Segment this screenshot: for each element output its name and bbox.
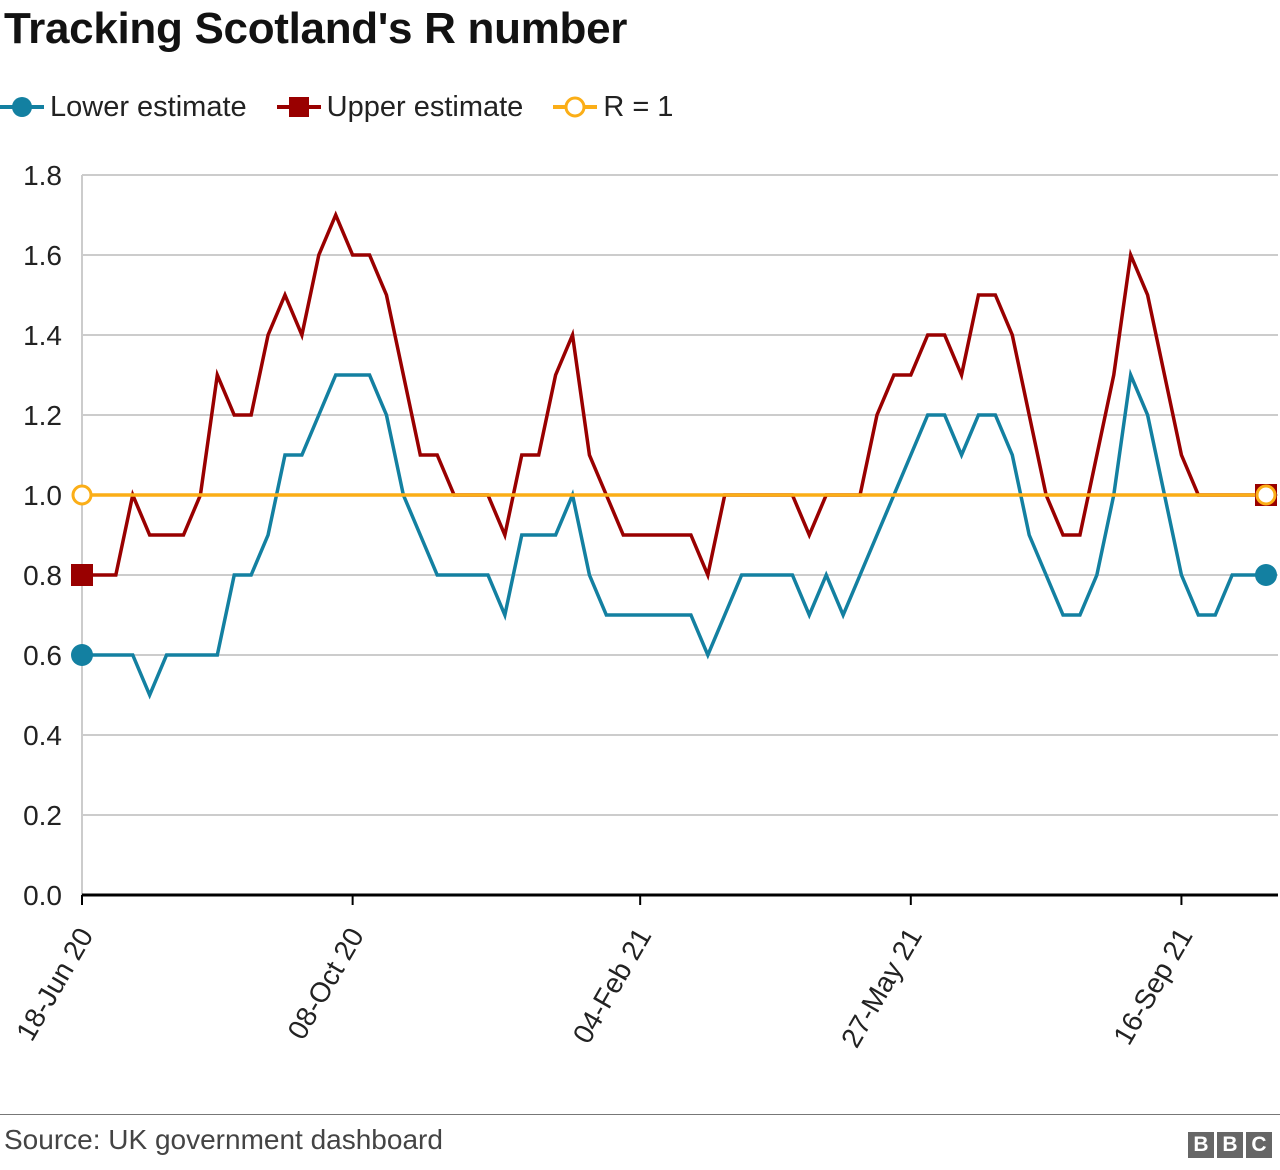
bbc-logo-letter: B — [1188, 1132, 1214, 1158]
bbc-logo: B B C — [1188, 1132, 1275, 1158]
bbc-logo-letter: C — [1246, 1132, 1272, 1158]
lower-estimate-marker — [1255, 564, 1277, 586]
legend-label-lower: Lower estimate — [50, 90, 247, 123]
y-tick-label: 0.6 — [23, 640, 62, 671]
source-note: Source: UK government dashboard — [4, 1124, 443, 1155]
footer-divider — [0, 1114, 1280, 1115]
legend-label-r-equals-one: R = 1 — [603, 90, 674, 123]
legend-swatch-r-equals-one — [553, 96, 598, 118]
line-chart: 0.0 0.2 0.4 0.6 0.8 1.0 1.2 1.4 1.6 1.8 18-Jun 20 0… — [10, 160, 1278, 1053]
x-tick-label: 16-Sep 21 — [1107, 923, 1198, 1050]
lower-estimate-marker — [71, 644, 93, 666]
x-tick-label: 08-Oct 20 — [282, 923, 370, 1045]
series-line-lower — [82, 368, 1266, 700]
y-tick-label: 1.2 — [23, 400, 62, 431]
y-tick-label: 0.0 — [23, 880, 62, 911]
y-tick-label: 0.4 — [23, 720, 62, 751]
y-tick-label: 1.0 — [23, 480, 62, 511]
x-tick-label: 27-May 21 — [835, 923, 928, 1053]
legend-label-upper: Upper estimate — [326, 90, 524, 123]
legend-swatch-lower — [0, 97, 44, 117]
y-tick-label: 1.4 — [23, 320, 62, 351]
legend-item-r-equals-one: R = 1 — [553, 91, 673, 124]
legend-item-lower: Lower estimate — [0, 91, 247, 124]
legend-swatch-upper — [276, 97, 321, 117]
x-tick-label: 04-Feb 21 — [567, 923, 658, 1049]
r-equals-one-marker — [1255, 484, 1277, 506]
x-tick-label: 18-Jun 20 — [10, 923, 99, 1046]
legend-item-upper: Upper estimate — [276, 90, 524, 124]
chart-legend: Lower estimate Upper estimate R = 1 — [0, 84, 703, 130]
r-equals-one-marker — [71, 484, 93, 506]
series-line-upper — [82, 210, 1266, 581]
y-tick-label: 1.6 — [23, 240, 62, 271]
bbc-logo-letter: B — [1217, 1132, 1243, 1158]
y-tick-label: 1.8 — [23, 160, 62, 191]
upper-estimate-marker — [71, 564, 93, 586]
y-tick-label: 0.2 — [23, 800, 62, 831]
y-tick-label: 0.8 — [23, 560, 62, 591]
chart-title: Tracking Scotland's R number — [4, 4, 628, 53]
